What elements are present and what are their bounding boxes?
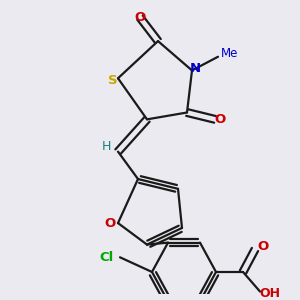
- Text: Cl: Cl: [100, 251, 114, 264]
- Text: O: O: [214, 113, 226, 126]
- Text: O: O: [104, 217, 116, 230]
- Text: OH: OH: [260, 287, 280, 300]
- Text: O: O: [134, 11, 146, 24]
- Text: S: S: [108, 74, 118, 87]
- Text: Me: Me: [221, 47, 239, 60]
- Text: N: N: [189, 62, 201, 75]
- Text: H: H: [101, 140, 111, 153]
- Text: O: O: [257, 240, 268, 253]
